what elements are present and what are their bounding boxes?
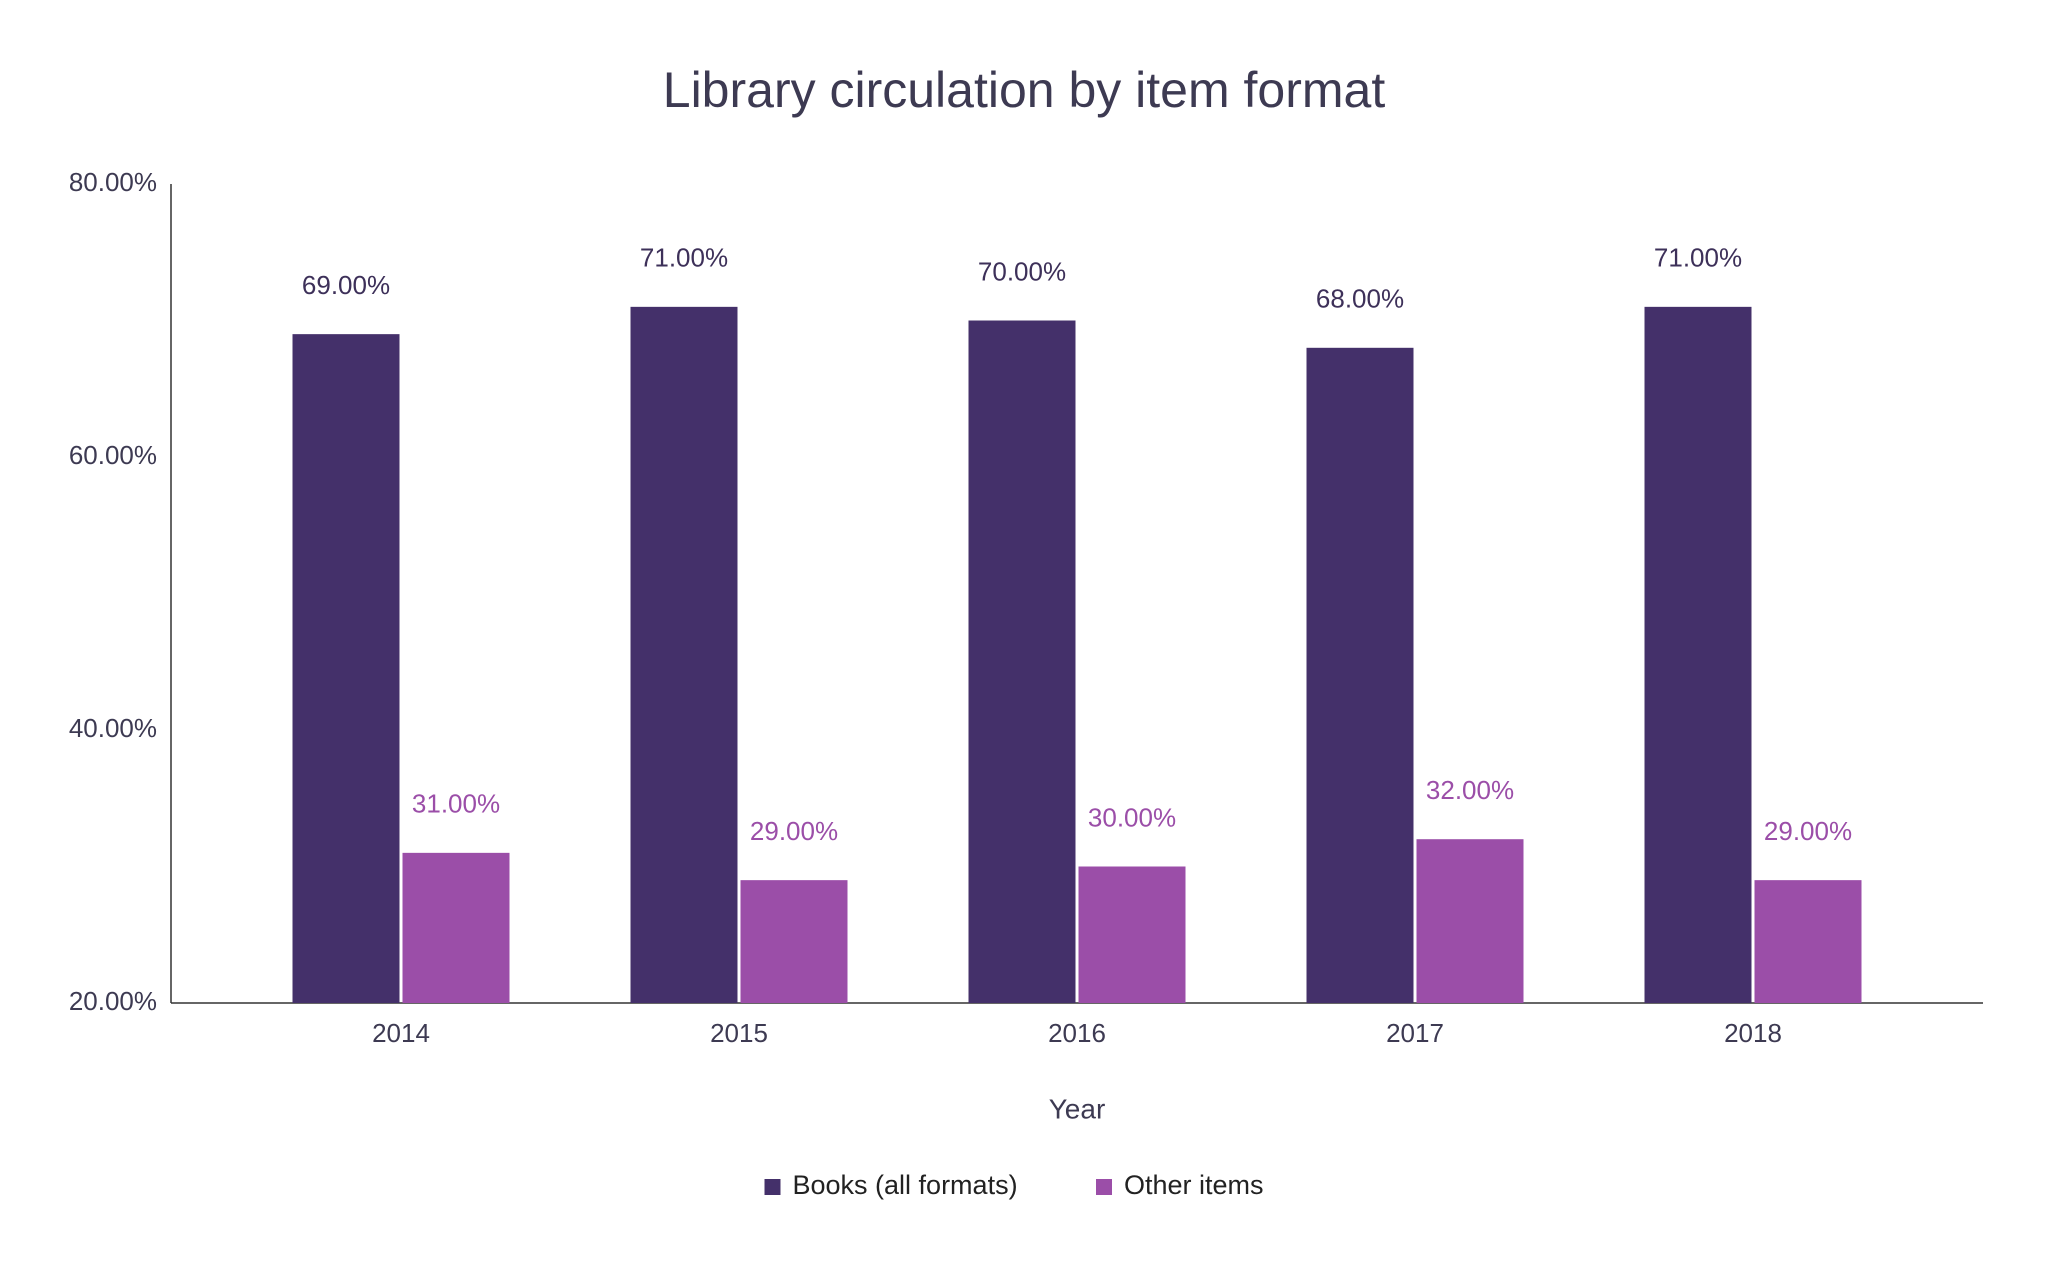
value-label: 30.00%	[1088, 802, 1176, 832]
x-tick-label: 2018	[1724, 1018, 1782, 1048]
bar	[1306, 347, 1414, 1003]
bar	[740, 880, 848, 1003]
bar	[1754, 880, 1862, 1003]
x-tick-label: 2015	[710, 1018, 768, 1048]
y-tick-label: 80.00%	[69, 167, 157, 197]
value-label: 69.00%	[302, 270, 390, 300]
y-tick-label: 40.00%	[69, 713, 157, 743]
value-label: 68.00%	[1316, 284, 1404, 314]
bar	[1416, 839, 1524, 1003]
x-tick-label: 2016	[1048, 1018, 1106, 1048]
legend-label: Books (all formats)	[793, 1170, 1018, 1200]
bar	[630, 306, 738, 1004]
x-axis-label: Year	[1049, 1093, 1106, 1124]
chart-title: Library circulation by item format	[663, 62, 1386, 118]
value-label: 71.00%	[640, 243, 728, 273]
value-label: 29.00%	[1764, 816, 1852, 846]
value-label: 31.00%	[412, 789, 500, 819]
legend-swatch	[1096, 1179, 1112, 1195]
value-label: 71.00%	[1654, 243, 1742, 273]
value-label: 32.00%	[1426, 775, 1514, 805]
y-tick-label: 60.00%	[69, 440, 157, 470]
x-tick-label: 2014	[372, 1018, 430, 1048]
bar	[1644, 306, 1752, 1004]
bar	[292, 334, 400, 1003]
value-label: 29.00%	[750, 816, 838, 846]
x-tick-label: 2017	[1386, 1018, 1444, 1048]
value-label: 70.00%	[978, 256, 1066, 286]
legend-swatch	[764, 1179, 781, 1195]
legend-label: Other items	[1124, 1170, 1264, 1200]
y-tick-label: 20.00%	[69, 986, 157, 1016]
bar	[1078, 866, 1186, 1003]
bar	[968, 320, 1076, 1003]
bar	[402, 852, 510, 1003]
